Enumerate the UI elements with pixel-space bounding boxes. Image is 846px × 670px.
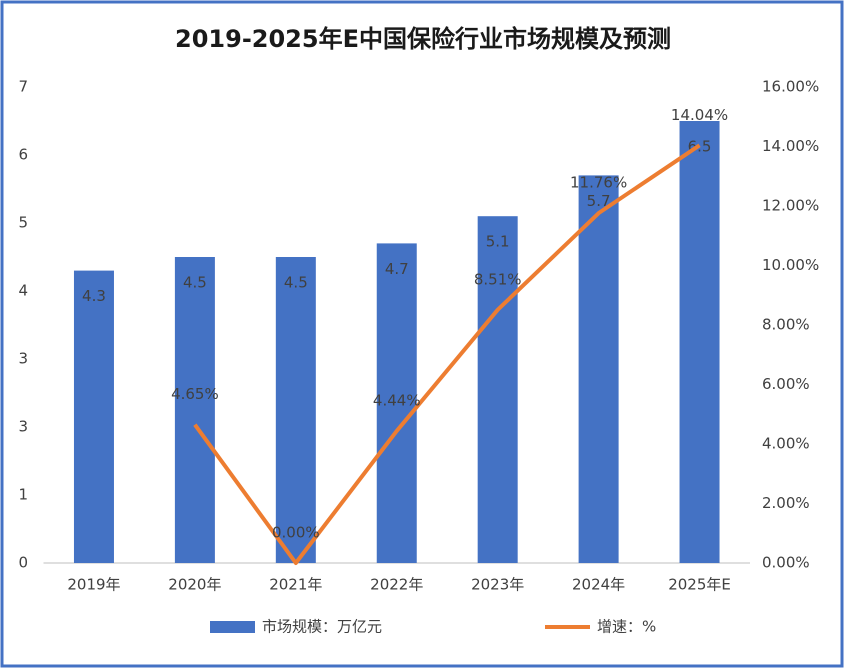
x-tick-label: 2020年 [168,576,221,594]
bar [376,243,417,563]
line-label: 4.65% [171,385,219,403]
bar [578,175,619,563]
y-tick-label: 0 [18,554,28,572]
bar-label: 4.5 [284,274,308,292]
y2-tick-label: 14.00% [762,137,819,155]
y2-tick-label: 16.00% [762,78,819,96]
bar-label: 4.5 [183,274,207,292]
y2-tick-label: 8.00% [762,316,810,334]
x-tick-label: 2025年E [668,576,731,594]
y-tick-label: 7 [18,78,28,96]
line-label: 8.51% [474,270,522,288]
chart-title: 2019-2025年E中国保险行业市场规模及预测 [175,25,671,53]
y2-tick-label: 0.00% [762,554,810,572]
legend-label: 市场规模：万亿元 [262,618,382,636]
bar-label: 4.7 [385,260,409,278]
legend-swatch [210,621,255,633]
y-tick-label: 1 [18,486,28,504]
bar-label: 5.1 [486,233,510,251]
y2-tick-label: 10.00% [762,256,819,274]
bar [73,270,114,563]
y2-tick-label: 2.00% [762,494,810,512]
line-label: 4.44% [373,391,421,409]
line-label: 11.76% [570,174,627,192]
x-tick-label: 2022年 [370,576,423,594]
x-tick-label: 2024年 [572,576,625,594]
y-tick-label: 3 [18,350,28,368]
line-label: 0.00% [272,524,320,542]
line [193,143,701,565]
bar-label: 5.7 [587,192,611,210]
legend-label: 增速：% [597,618,656,636]
x-tick-label: 2019年 [67,576,120,594]
y-tick-label: 4 [18,282,28,300]
y-tick-label: 3 [18,418,28,436]
line-label: 14.04% [671,106,728,124]
bar [174,257,215,563]
bar [275,257,316,563]
bar-label: 4.3 [82,287,106,305]
x-tick-label: 2023年 [471,576,524,594]
bar [679,121,720,563]
y2-tick-label: 12.00% [762,197,819,215]
x-tick-label: 2021年 [269,576,322,594]
y-tick-label: 5 [18,214,28,232]
y-tick-label: 6 [18,146,28,164]
bar [477,216,518,563]
y2-tick-label: 6.00% [762,375,810,393]
y2-tick-label: 4.00% [762,435,810,453]
